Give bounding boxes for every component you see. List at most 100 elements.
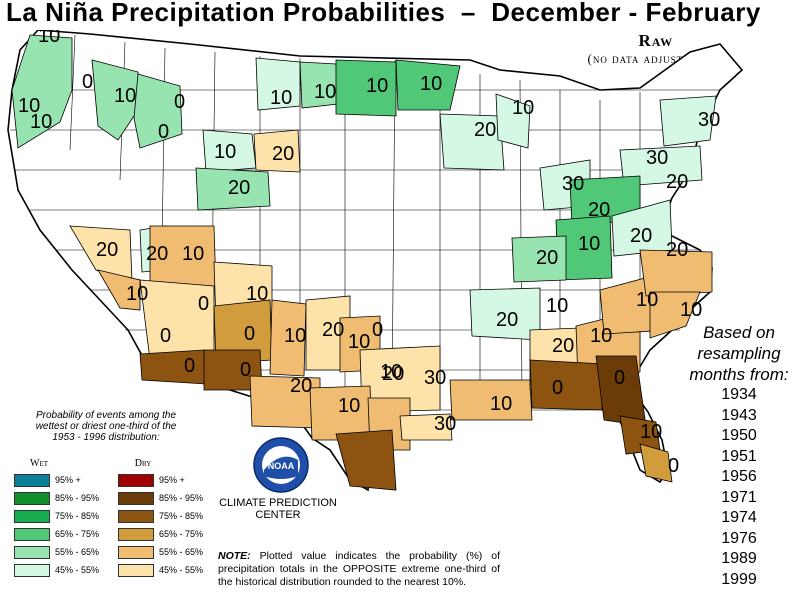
- note-text: Plotted value indicates the probability …: [218, 550, 500, 588]
- dry-legend-range: 85% - 95%: [159, 493, 204, 503]
- division-label-wisconsin: 20: [474, 119, 496, 141]
- resampling-heading-1: Based on: [703, 323, 775, 342]
- shaded-regions: [11, 34, 717, 491]
- division-label-washington-coast-north: 10: [38, 30, 60, 47]
- dry-legend-range: 65% - 75%: [159, 529, 204, 539]
- dry-legend-swatch: [118, 545, 154, 559]
- division-label-north-carolina-north: 20: [666, 239, 688, 261]
- wet-legend-swatch: [14, 563, 50, 577]
- division-label-montana-central: 10: [270, 87, 292, 109]
- wet-legend-range: 95% +: [55, 475, 81, 485]
- resampling-heading-3: months from:: [689, 365, 789, 384]
- dry-legend-range: 45% - 55%: [159, 565, 204, 575]
- wet-legend-row: 55% - 65%: [14, 543, 99, 561]
- resampling-panel: Based on resampling months from: 1934 19…: [685, 322, 793, 590]
- resampling-year: 1989: [721, 550, 757, 567]
- division-label-texas-panhandle: 20: [322, 319, 344, 341]
- division-label-north-carolina-west: 10: [636, 289, 658, 311]
- division-label-wyoming-north: 10: [214, 141, 236, 163]
- wet-legend-swatch: [14, 509, 50, 523]
- legend-caption-line: Probability of events among the: [35, 410, 177, 421]
- division-label-florida-north: 10: [640, 421, 662, 443]
- division-label-south-dakota-west: 20: [272, 143, 294, 165]
- wet-legend-row: 95% +: [14, 471, 99, 489]
- wet-legend-range: 45% - 55%: [55, 565, 100, 575]
- wet-legend-swatch: [14, 527, 50, 541]
- division-label-oklahoma-west: 0: [372, 319, 383, 341]
- dry-legend-row: 85% - 95%: [118, 489, 203, 507]
- division-label-new-mexico-south: 0: [240, 359, 251, 381]
- division-label-ohio-northwest: 30: [562, 173, 584, 195]
- division-label-west-virginia: 10: [578, 233, 600, 255]
- resampling-year: 1950: [721, 427, 757, 444]
- division-label-ohio-southeast: 20: [588, 199, 610, 221]
- dry-legend-swatch: [118, 491, 154, 505]
- noaa-logo-text: NOAA: [268, 461, 295, 471]
- dry-legend-swatch: [118, 473, 154, 487]
- division-label-kentucky-west: 20: [536, 247, 558, 269]
- division-label-michigan-upper: 10: [512, 97, 534, 119]
- division-label-nevada-north: 20: [96, 239, 118, 261]
- division-label-tennessee-east: 10: [546, 295, 568, 317]
- division-label-washington-coast-west: 10: [18, 95, 40, 117]
- resampling-year: 1974: [721, 509, 757, 526]
- dry-legend-range: 95% +: [159, 475, 185, 485]
- division-label-washington-east: 10: [114, 85, 136, 107]
- division-label-washington-coast-south: 10: [30, 111, 52, 133]
- division-label-nevada-central: 20: [146, 243, 168, 265]
- division-label-new-mexico-north: 0: [244, 323, 255, 345]
- legend-caption-line: 1953 - 1996 distribution:: [52, 432, 160, 443]
- center-name-line: CLIMATE PREDICTION: [219, 497, 337, 509]
- division-label-alabama-north: 20: [552, 335, 574, 357]
- resampling-year: 1943: [721, 406, 757, 424]
- division-label-texas-west: 10: [348, 331, 370, 353]
- wet-legend-row: 45% - 55%: [14, 561, 99, 579]
- wet-legend-swatch: [14, 473, 50, 487]
- resampling-year: 1934: [721, 386, 757, 403]
- division-label-florida-south: 0: [668, 455, 679, 477]
- wet-legend-row: 85% - 95%: [14, 489, 99, 507]
- dry-legend-swatch: [118, 509, 154, 523]
- dry-legend-row: 95% +: [118, 471, 203, 489]
- division-label-tennessee-west: 20: [496, 309, 518, 331]
- division-label-new-mexico-southwest: 0: [184, 355, 195, 377]
- division-label-texas-east: 20: [290, 375, 312, 397]
- division-label-arizona-south: 0: [160, 325, 171, 347]
- division-label-georgia-south: 0: [614, 367, 625, 389]
- noaa-logo: NOAA: [253, 437, 309, 493]
- wet-legend-range: 55% - 65%: [55, 547, 100, 557]
- division-label-texas-central: 10: [380, 361, 402, 383]
- dry-legend-range: 55% - 65%: [159, 547, 204, 557]
- dry-legend-range: 75% - 85%: [159, 511, 204, 521]
- dry-legend-swatch: [118, 527, 154, 541]
- division-label-louisiana-north: 30: [434, 413, 456, 435]
- division-label-utah-west: 10: [182, 243, 204, 265]
- legend-wet: Wet 95% + 85% - 95% 75% - 85% 65% - 75% 55% …: [14, 458, 99, 579]
- dry-legend-row: 45% - 55%: [118, 561, 203, 579]
- division-label-georgia-north: 10: [590, 325, 612, 347]
- resampling-year: 1976: [721, 529, 757, 547]
- division-label-north-dakota-east: 10: [366, 75, 388, 97]
- resampling-heading-2: resampling: [697, 344, 781, 363]
- division-label-california-south: 10: [126, 283, 148, 305]
- wet-legend-swatch: [14, 545, 50, 559]
- legend-dry: Dry 95% + 85% - 95% 75% - 85% 65% - 75% 55% …: [118, 458, 203, 579]
- subtitle-raw: Raw: [638, 31, 674, 50]
- resampling-year: 1956: [721, 468, 757, 485]
- division-label-washington-cascades: 0: [82, 71, 93, 93]
- wet-legend-row: 75% - 85%: [14, 507, 99, 525]
- division-label-north-dakota-west: 10: [314, 81, 336, 103]
- division-label-mississippi-south: 0: [552, 377, 563, 399]
- note-label: NOTE:: [218, 550, 251, 562]
- wet-legend-row: 65% - 75%: [14, 525, 99, 543]
- division-label-new-york-south: 20: [666, 171, 688, 193]
- division-label-minnesota-north: 10: [420, 73, 442, 95]
- division-label-new-mexico-east: 10: [284, 325, 306, 347]
- division-label-pennsylvania-east: 30: [646, 147, 668, 169]
- map-note: NOTE: Plotted value indicates the probab…: [218, 550, 500, 589]
- division-label-arizona-northeast: 10: [246, 283, 268, 305]
- wet-legend-range: 85% - 95%: [55, 493, 100, 503]
- climate-prediction-center-label: CLIMATE PREDICTION CENTER: [218, 497, 338, 521]
